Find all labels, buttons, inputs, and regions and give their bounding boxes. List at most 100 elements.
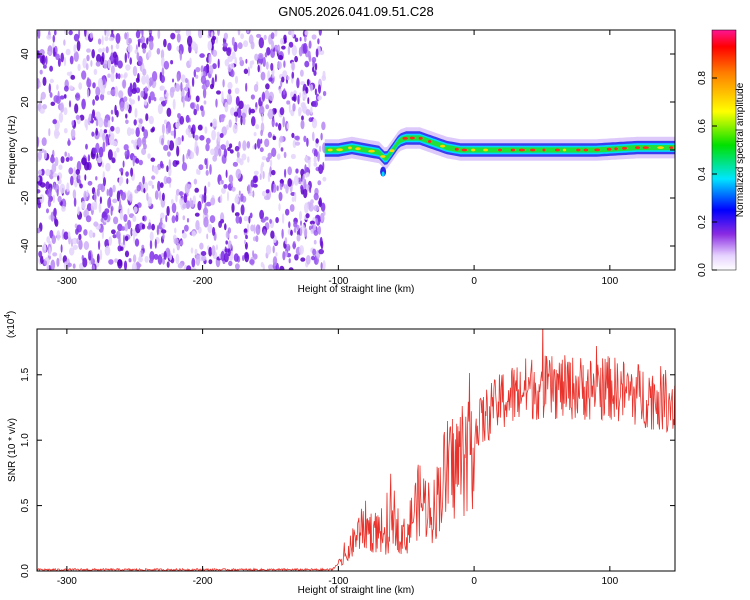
ridge-core — [498, 148, 502, 152]
noise-speckle — [86, 203, 92, 212]
noise-speckle — [279, 265, 285, 270]
noise-speckle — [197, 30, 203, 39]
noise-speckle — [233, 253, 239, 262]
noise-speckle — [269, 218, 272, 224]
noise-speckle — [107, 120, 111, 128]
noise-speckle — [267, 131, 272, 138]
noise-speckle — [230, 181, 233, 188]
noise-speckle — [65, 48, 71, 56]
noise-speckle — [246, 30, 250, 34]
noise-speckle — [176, 145, 180, 157]
noise-speckle — [77, 206, 80, 216]
noise-speckle — [197, 169, 201, 175]
noise-speckle — [115, 126, 121, 134]
noise-speckle — [172, 98, 176, 110]
noise-speckle — [322, 70, 326, 79]
noise-speckle — [290, 153, 296, 160]
noise-speckle — [260, 129, 263, 137]
noise-speckle — [115, 72, 119, 80]
noise-speckle — [304, 164, 307, 173]
noise-speckle — [149, 40, 154, 51]
noise-speckle — [182, 96, 185, 108]
noise-speckle — [201, 255, 207, 262]
noise-speckle — [105, 162, 111, 172]
noise-speckle — [168, 140, 175, 151]
noise-speckle — [157, 103, 163, 115]
noise-speckle — [263, 34, 267, 41]
noise-speckle — [246, 223, 250, 233]
noise-speckle — [317, 225, 321, 235]
colorbar-tick-label: 0.6 — [697, 119, 708, 133]
noise-speckle — [288, 102, 291, 113]
noise-speckle — [266, 47, 271, 56]
noise-speckle — [52, 173, 58, 178]
noise-speckle — [96, 53, 102, 63]
noise-speckle — [143, 99, 148, 106]
noise-speckle — [103, 117, 109, 128]
noise-speckle — [106, 90, 111, 96]
noise-speckle — [59, 183, 66, 194]
noise-speckle — [299, 92, 302, 99]
noise-speckle — [182, 203, 187, 209]
noise-speckle — [255, 235, 259, 243]
noise-speckle — [102, 132, 106, 142]
noise-speckle — [227, 55, 233, 63]
snr-ylabel: SNR (10 * v/v) — [7, 418, 18, 482]
noise-speckle — [57, 175, 60, 181]
ridge-core — [576, 148, 581, 152]
noise-speckle — [176, 45, 180, 52]
noise-speckle — [200, 75, 207, 85]
noise-speckle — [163, 144, 169, 151]
noise-speckle — [108, 36, 115, 42]
noise-speckle — [284, 237, 288, 245]
noise-speckle — [293, 90, 297, 96]
noise-speckle — [236, 151, 240, 159]
noise-speckle — [230, 107, 235, 116]
noise-speckle — [281, 213, 285, 224]
noise-speckle — [302, 42, 308, 54]
noise-speckle — [129, 57, 132, 65]
noise-speckle — [187, 87, 190, 98]
noise-speckle — [91, 113, 94, 125]
noise-speckle — [59, 252, 62, 262]
noise-speckle — [95, 86, 101, 97]
noise-speckle — [54, 156, 59, 167]
noise-speckle — [198, 164, 204, 171]
noise-speckle — [285, 184, 289, 194]
noise-speckle — [46, 236, 51, 244]
noise-speckle — [201, 194, 204, 204]
ridge-core — [380, 155, 386, 158]
noise-speckle — [38, 250, 43, 258]
noise-speckle — [321, 121, 326, 131]
noise-speckle — [93, 191, 97, 203]
noise-speckle — [264, 52, 268, 58]
noise-speckle — [127, 37, 132, 44]
noise-speckle — [258, 105, 265, 115]
noise-speckle — [176, 243, 180, 251]
noise-speckle — [178, 44, 184, 55]
noise-speckle — [59, 102, 65, 113]
noise-speckle — [98, 146, 104, 158]
ridge-core — [427, 140, 432, 143]
noise-speckle — [127, 192, 130, 197]
noise-speckle — [227, 88, 232, 95]
noise-speckle — [105, 30, 110, 37]
noise-speckle — [175, 214, 179, 222]
noise-speckle — [126, 36, 129, 46]
noise-speckle — [185, 77, 188, 84]
noise-speckle — [66, 71, 71, 76]
noise-speckle — [234, 145, 240, 152]
noise-speckle — [270, 32, 275, 40]
noise-speckle — [230, 69, 235, 78]
noise-speckle — [286, 100, 291, 105]
noise-speckle — [312, 60, 315, 68]
noise-speckle — [102, 141, 106, 153]
noise-speckle — [214, 73, 217, 83]
noise-speckle — [262, 56, 266, 67]
noise-speckle — [63, 94, 67, 99]
noise-speckle — [191, 41, 197, 51]
snr-scale-exponent: 4 — [3, 314, 12, 319]
chart-title: GN05.2026.041.09.51.C28 — [278, 4, 433, 19]
ridge-core — [440, 144, 446, 148]
noise-speckle — [48, 246, 51, 257]
